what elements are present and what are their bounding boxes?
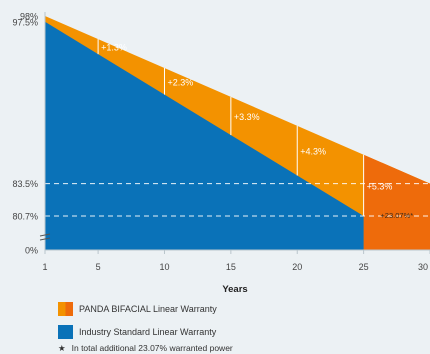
axis-break-mark-1: [39, 233, 51, 237]
gap-label-5: +5.3%: [367, 181, 393, 191]
x-tick-label-5: 20: [292, 262, 302, 272]
legend-note: ★ In total additional 23.07% warranted po…: [58, 343, 233, 354]
x-tick-label-6: 25: [359, 262, 369, 272]
gap-label-4: +4.3%: [300, 147, 326, 157]
y-tick-label-1: 98%: [20, 12, 38, 22]
x-tick-label-2: 5: [96, 262, 101, 272]
legend-label-panda: PANDA BIFACIAL Linear Warranty: [79, 304, 217, 314]
y-tick-label-2: 97.5%: [12, 17, 38, 27]
x-axis-title: Years: [222, 284, 247, 295]
x-tick-label-4: 15: [226, 262, 236, 272]
gap-label-2: +2.3%: [167, 77, 193, 87]
star-icon: ★: [58, 343, 66, 353]
axis-break-mark-2: [39, 237, 51, 241]
x-tick-label-1: 1: [42, 262, 47, 272]
gap-label-3: +3.3%: [234, 112, 260, 122]
x-tick-label-7: 30: [418, 262, 428, 272]
gap-label-1: +1.3%: [101, 43, 127, 53]
y-tick-label-5: 0%: [25, 246, 38, 256]
legend-swatch-panda: [58, 302, 73, 316]
legend-note-text: In total additional 23.07% warranted pow…: [71, 343, 233, 353]
y-tick-label-4: 80.7%: [12, 212, 38, 222]
legend-swatch-industry: [58, 325, 73, 339]
chart-svg: +1.3% +2.3% +3.3% +4.3% +5.3% +23.07%* 98%97.5…: [12, 12, 430, 295]
extension-label: +23.07%*: [380, 211, 413, 220]
legend-label-industry: Industry Standard Linear Warranty: [79, 327, 217, 337]
y-tick-label-3: 83.5%: [12, 179, 38, 189]
series-area-industry: [45, 21, 364, 250]
extension-area: [363, 154, 430, 250]
x-tick-label-3: 10: [159, 262, 169, 272]
